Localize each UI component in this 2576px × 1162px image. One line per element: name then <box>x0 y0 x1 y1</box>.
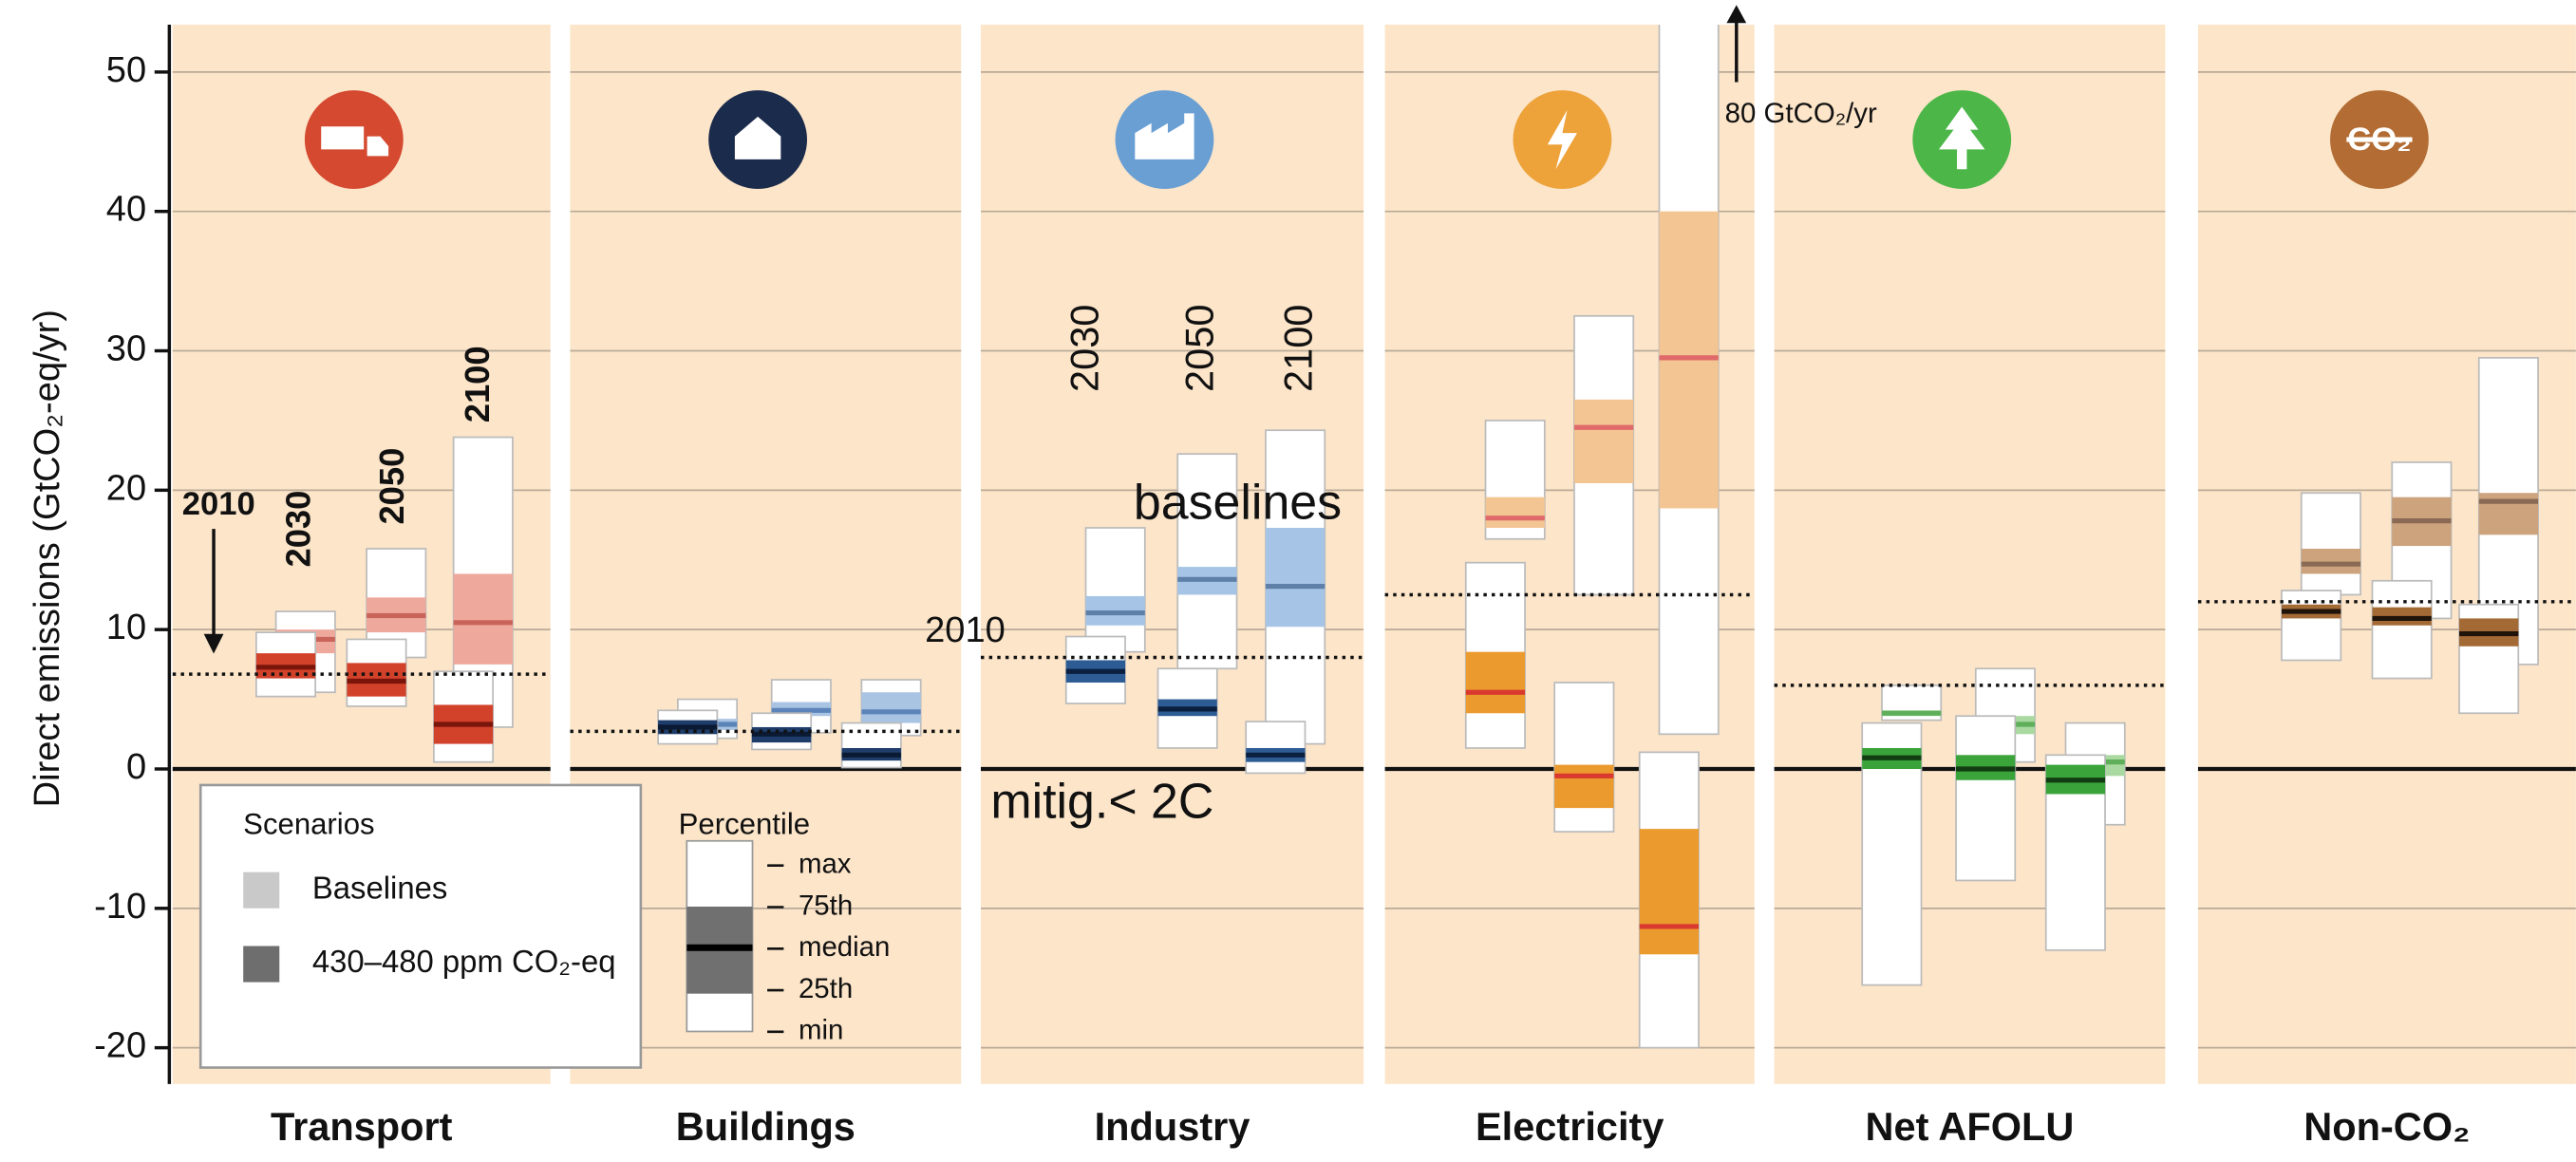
icon-shape <box>734 116 781 159</box>
whisker-box <box>1176 453 1238 670</box>
annotation: 2030 <box>278 491 317 568</box>
annotation: 2010 <box>925 610 1006 650</box>
iqr-box <box>1573 399 1634 484</box>
iqr-box <box>1554 764 1614 809</box>
panel-label: Buildings <box>676 1104 856 1149</box>
legend-label: median <box>799 931 890 963</box>
y-tick-label: -10 <box>94 887 146 927</box>
iqr-box <box>861 692 921 723</box>
annotation: 2050 <box>1177 305 1222 392</box>
annotation: mitig.< 2C <box>990 773 1213 828</box>
legend-label: 25th <box>799 973 853 1004</box>
panel-label: Industry <box>1095 1104 1250 1149</box>
panel-label: Transport <box>271 1104 453 1149</box>
boxes <box>254 24 2539 1049</box>
y-tick-label: 10 <box>106 608 146 647</box>
y-tick-label: 30 <box>106 329 146 369</box>
whisker-box <box>2300 492 2361 596</box>
annotation: 2100 <box>458 346 497 422</box>
whisker-box <box>1955 715 2017 882</box>
legend-title: Percentile <box>679 807 810 840</box>
annotation: 2030 <box>1062 305 1106 392</box>
legend-label: max <box>799 848 852 879</box>
arrow-head <box>1726 5 1747 24</box>
annotation: 2050 <box>372 448 411 525</box>
iqr-box <box>453 573 513 665</box>
legend-label: 75th <box>799 890 853 921</box>
icon-shape <box>1547 109 1577 170</box>
annotation: baselines <box>1134 475 1342 530</box>
panel-label: Net AFOLU <box>1866 1104 2075 1149</box>
legend-box <box>198 783 643 1069</box>
panel-label: Electricity <box>1476 1104 1664 1149</box>
annotation: 80 GtCO₂/yr <box>1725 98 1877 129</box>
annotation: 2100 <box>1275 305 1320 392</box>
annotation: 2010 <box>182 486 255 522</box>
icon-shape <box>1135 113 1194 159</box>
iqr-box <box>1639 829 1700 955</box>
whisker-box <box>1084 527 1146 653</box>
iqr-box <box>1485 497 1545 528</box>
iqr-box <box>1465 651 1526 714</box>
legend-label: 430–480 ppm CO₂-eq <box>312 944 616 979</box>
legend-swatch <box>243 872 280 909</box>
whisker-box <box>2371 579 2433 680</box>
legend-label: min <box>799 1015 843 1046</box>
y-tick-label: 20 <box>106 468 146 508</box>
y-axis-label: Direct emissions (GtCO₂-eq/yr) <box>28 309 67 807</box>
legend-swatch <box>243 946 280 983</box>
whisker-box <box>1245 721 1307 775</box>
legend-title: Scenarios <box>243 807 374 840</box>
y-tick-label: -20 <box>94 1026 146 1066</box>
y-tick-label: 40 <box>106 190 146 230</box>
iqr-box <box>1265 527 1326 628</box>
iqr-box <box>2301 549 2361 574</box>
arrow-head <box>203 633 224 654</box>
whisker-box <box>1553 682 1615 833</box>
y-tick-label: 0 <box>126 747 146 787</box>
whisker-box <box>840 722 902 769</box>
panel-label: Non-CO₂ <box>2303 1104 2470 1149</box>
icon-shape <box>1939 106 1985 170</box>
icon-shape <box>321 126 389 157</box>
legend: Scenarios Percentile Baselines 430–480 pp… <box>198 783 890 1069</box>
legend-label: Baselines <box>312 870 447 905</box>
y-tick-label: 50 <box>106 50 146 90</box>
